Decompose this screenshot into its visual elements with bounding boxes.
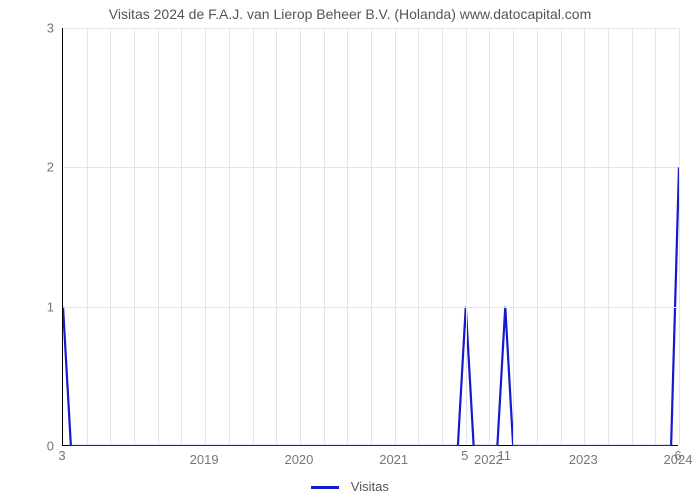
gridline-vertical: [442, 28, 443, 445]
gridline-vertical: [300, 28, 301, 445]
gridline-vertical: [513, 28, 514, 445]
plot-area: [62, 28, 678, 446]
gridline-vertical: [489, 28, 490, 445]
y-tick-label: 0: [47, 439, 54, 454]
gridline-horizontal: [63, 167, 678, 168]
gridline-vertical: [158, 28, 159, 445]
gridline-vertical: [181, 28, 182, 445]
gridline-vertical: [229, 28, 230, 445]
gridline-vertical: [632, 28, 633, 445]
data-point-label: 5: [461, 448, 468, 463]
gridline-vertical: [561, 28, 562, 445]
gridline-vertical: [87, 28, 88, 445]
data-point-label: 3: [58, 448, 65, 463]
chart-container: Visitas 2024 de F.A.J. van Lierop Beheer…: [0, 0, 700, 500]
data-point-label: 11: [498, 448, 512, 463]
legend-swatch: [311, 486, 339, 489]
legend: Visitas: [0, 479, 700, 494]
gridline-horizontal: [63, 307, 678, 308]
y-tick-label: 2: [47, 160, 54, 175]
y-tick-label: 3: [47, 21, 54, 36]
gridline-vertical: [134, 28, 135, 445]
gridline-vertical: [537, 28, 538, 445]
gridline-vertical: [276, 28, 277, 445]
x-tick-label: 2019: [190, 452, 219, 467]
gridline-vertical: [324, 28, 325, 445]
x-tick-label: 2023: [569, 452, 598, 467]
gridline-vertical: [466, 28, 467, 445]
gridline-vertical: [418, 28, 419, 445]
y-tick-label: 1: [47, 299, 54, 314]
chart-title: Visitas 2024 de F.A.J. van Lierop Beheer…: [0, 6, 700, 22]
data-point-label: 6: [674, 448, 681, 463]
gridline-vertical: [395, 28, 396, 445]
gridline-vertical: [371, 28, 372, 445]
gridline-vertical: [584, 28, 585, 445]
x-tick-label: 2020: [284, 452, 313, 467]
gridline-vertical: [347, 28, 348, 445]
legend-label: Visitas: [351, 479, 389, 494]
gridline-vertical: [205, 28, 206, 445]
gridline-vertical: [608, 28, 609, 445]
x-tick-label: 2021: [379, 452, 408, 467]
gridline-vertical: [253, 28, 254, 445]
gridline-vertical: [655, 28, 656, 445]
gridline-horizontal: [63, 28, 678, 29]
gridline-vertical: [110, 28, 111, 445]
gridline-vertical: [679, 28, 680, 445]
